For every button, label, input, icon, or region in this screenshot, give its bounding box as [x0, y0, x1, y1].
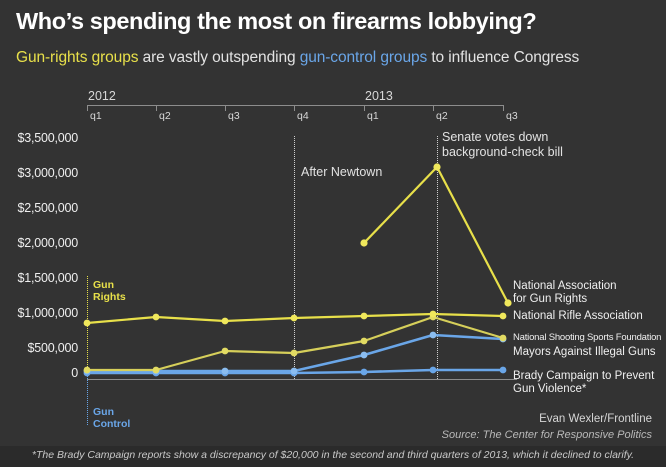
series-points-national-rifle-association — [83, 310, 507, 327]
series-label-national-shooting-sports-foundation: National Shooting Sports Foundation — [513, 332, 662, 343]
subtitle-gun-control: gun-control groups — [299, 49, 428, 66]
top-axis-line — [87, 105, 504, 106]
series-line-national-shooting-sports-foundation — [87, 315, 504, 372]
gun-control-label-line2: Control — [93, 418, 131, 430]
gun-rights-label-line1: Gun — [93, 279, 114, 291]
axis-tick-2012-q1 — [87, 105, 88, 111]
axis-year-2013: 2013 — [365, 89, 393, 103]
axis-label-2013-q3: q3 — [506, 110, 518, 122]
axis-tick-2013-q3 — [503, 105, 504, 111]
axis-year-2012: 2012 — [88, 89, 116, 103]
senate-vote-marker-line — [437, 136, 438, 379]
axis-label-2012-q1: q1 — [90, 110, 102, 122]
annotation-senate-vote-line1: Senate votes down — [442, 130, 549, 144]
y-axis-label-3000000: $3,000,000 — [17, 166, 78, 180]
newtown-marker-line — [294, 136, 295, 379]
axis-label-2012-q2: q2 — [159, 110, 171, 122]
y-axis-label-3500000: $3,500,000 — [17, 131, 78, 145]
y-axis-label-1000000: $1,000,000 — [17, 306, 78, 320]
series-line-national-association-for-gun-rights — [363, 165, 509, 304]
series-label-national-rifle-association: National Rifle Association — [513, 310, 643, 322]
series-label-national-association-for-gun-rights: National Association for Gun Rights — [513, 280, 617, 306]
annotation-senate-vote-line2: background-check bill — [442, 145, 563, 159]
axis-tick-2012-q4 — [294, 105, 295, 111]
credit-text: Evan Wexler/Frontline — [539, 413, 652, 425]
series-points-national-shooting-sports-foundation — [83, 313, 507, 374]
y-axis-label-1500000: $1,500,000 — [17, 271, 78, 285]
zero-baseline — [87, 379, 517, 380]
series-label-brady-campaign: Brady Campaign to Prevent Gun Violence* — [513, 370, 654, 396]
axis-tick-2013-q2 — [433, 105, 434, 111]
page-subtitle: Gun-rights groups are vastly outspending… — [16, 49, 579, 67]
gun-rights-label-line2: Rights — [93, 291, 126, 303]
footnote-bar — [0, 446, 666, 467]
y-axis-label-0: 0 — [71, 366, 78, 380]
series-label-brady-line1: Brady Campaign to Prevent — [513, 370, 655, 382]
gun-control-marker-line — [87, 373, 88, 425]
y-axis-label-2000000: $2,000,000 — [17, 236, 78, 250]
source-text: Source: The Center for Responsive Politi… — [441, 429, 652, 441]
y-axis-label-2500000: $2,500,000 — [17, 201, 78, 215]
footnote-text: *The Brady Campaign reports show a discr… — [31, 449, 635, 461]
gun-control-label-line1: Gun — [93, 406, 114, 418]
subtitle-mid: are vastly outspending — [138, 49, 300, 66]
annotation-after-newtown: After Newtown — [301, 165, 383, 179]
series-label-brady-line2: Gun Violence* — [513, 383, 587, 395]
axis-label-2012-q3: q3 — [228, 110, 240, 122]
axis-tick-2012-q3 — [225, 105, 226, 111]
subtitle-gun-rights: Gun-rights groups — [16, 49, 139, 66]
axis-tick-2013-q1 — [364, 105, 365, 111]
series-label-nagr-line2: for Gun Rights — [513, 293, 588, 305]
page-title: Who’s spending the most on firearms lobb… — [16, 8, 537, 34]
axis-label-2013-q2: q2 — [436, 110, 448, 122]
axis-tick-2012-q2 — [156, 105, 157, 111]
y-axis-label-500000: $500,000 — [27, 341, 78, 355]
subtitle-end: to influence Congress — [427, 49, 580, 66]
axis-label-2012-q4: q4 — [297, 110, 309, 122]
gun-rights-label: Gun Rights — [93, 279, 126, 303]
series-label-nagr-line1: National Association — [513, 280, 617, 292]
annotation-senate-vote: Senate votes down background-check bill — [442, 130, 563, 160]
series-label-mayors-against-illegal-guns: Mayors Against Illegal Guns — [513, 346, 656, 358]
gun-control-label: Gun Control — [93, 406, 130, 430]
series-points-national-association-for-gun-rights — [360, 163, 512, 307]
axis-label-2013-q1: q1 — [367, 110, 379, 122]
